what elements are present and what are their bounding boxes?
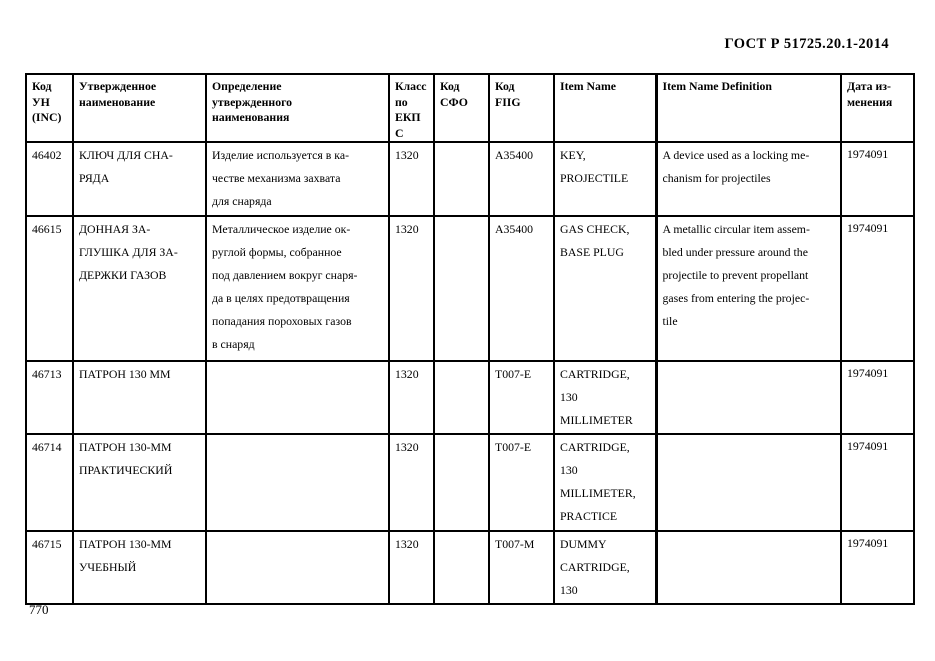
table-row: 46715 ПАТРОН 130-ММ УЧЕБНЫЙ 1320 T007-M … — [25, 530, 915, 605]
cell-item-name-definition: A metallic circular item assem- bled und… — [654, 215, 842, 362]
cell-ekps-class: 1320 — [388, 215, 435, 362]
cell-inc-code: 46715 — [25, 530, 74, 605]
cell-item-name: KEY, PROJECTILE — [553, 141, 657, 217]
table-row: 46714 ПАТРОН 130-ММ ПРАКТИЧЕСКИЙ 1320 T0… — [25, 433, 915, 532]
cell-fiig-code: T007-E — [488, 433, 555, 532]
table-row: 46402 КЛЮЧ ДЛЯ СНА- РЯДА Изделие использ… — [25, 141, 915, 217]
cell-item-name-definition — [654, 433, 842, 532]
cell-approved-name-definition: Изделие используется в ка- честве механи… — [205, 141, 390, 217]
cell-change-date: 1974091 — [840, 215, 915, 362]
cell-fiig-code: T007-E — [488, 360, 555, 435]
cell-ekps-class: 1320 — [388, 530, 435, 605]
cell-ekps-class: 1320 — [388, 360, 435, 435]
cell-inc-code: 46713 — [25, 360, 74, 435]
cell-approved-name: ПАТРОН 130-ММ ПРАКТИЧЕСКИЙ — [72, 433, 207, 532]
cell-approved-name: ПАТРОН 130-ММ УЧЕБНЫЙ — [72, 530, 207, 605]
cell-item-name: CARTRIDGE, 130 MILLIMETER — [553, 360, 657, 435]
cell-inc-code: 46615 — [25, 215, 74, 362]
cell-approved-name: ДОННАЯ ЗА- ГЛУШКА ДЛЯ ЗА- ДЕРЖКИ ГАЗОВ — [72, 215, 207, 362]
document-code-header: ГОСТ Р 51725.20.1-2014 — [724, 36, 889, 52]
cell-change-date: 1974091 — [840, 141, 915, 217]
cell-approved-name-definition — [205, 360, 390, 435]
cell-approved-name-definition — [205, 433, 390, 532]
cell-sfo-code — [433, 360, 490, 435]
table-row: 46713 ПАТРОН 130 ММ 1320 T007-E CARTRIDG… — [25, 360, 915, 435]
cell-sfo-code — [433, 530, 490, 605]
cell-approved-name-definition: Металлическое изделие ок- руглой формы, … — [205, 215, 390, 362]
cell-sfo-code — [433, 215, 490, 362]
table-row: 46615 ДОННАЯ ЗА- ГЛУШКА ДЛЯ ЗА- ДЕРЖКИ Г… — [25, 215, 915, 362]
cell-change-date: 1974091 — [840, 530, 915, 605]
cell-approved-name: КЛЮЧ ДЛЯ СНА- РЯДА — [72, 141, 207, 217]
cell-sfo-code — [433, 433, 490, 532]
column-header-item-name: Item Name — [553, 73, 657, 143]
cell-approved-name-definition — [205, 530, 390, 605]
column-header-inc: Код УН (INC) — [25, 73, 74, 143]
cell-inc-code: 46402 — [25, 141, 74, 217]
cell-item-name: CARTRIDGE, 130 MILLIMETER, PRACTICE — [553, 433, 657, 532]
column-header-change-date: Дата из- менения — [840, 73, 915, 143]
cell-fiig-code: A35400 — [488, 141, 555, 217]
cell-ekps-class: 1320 — [388, 433, 435, 532]
cell-change-date: 1974091 — [840, 360, 915, 435]
column-header-fiig-code: Код FIIG — [488, 73, 555, 143]
cell-fiig-code: A35400 — [488, 215, 555, 362]
cell-fiig-code: T007-M — [488, 530, 555, 605]
column-header-approved-name: Утвержденное наименование — [72, 73, 207, 143]
cell-item-name-definition: A device used as a locking me- chanism f… — [654, 141, 842, 217]
nomenclature-table: Код УН (INC) Утвержденное наименование О… — [25, 73, 915, 605]
cell-item-name: DUMMY CARTRIDGE, 130 — [553, 530, 657, 605]
column-header-sfo-code: Код СФО — [433, 73, 490, 143]
cell-change-date: 1974091 — [840, 433, 915, 532]
column-header-ekps-class: Класс по ЕКП С — [388, 73, 435, 143]
cell-inc-code: 46714 — [25, 433, 74, 532]
column-header-approved-name-definition: Определение утвержденного наименования — [205, 73, 390, 143]
page-number: 770 — [29, 602, 49, 617]
cell-item-name: GAS CHECK, BASE PLUG — [553, 215, 657, 362]
column-header-item-name-definition: Item Name Definition — [654, 73, 842, 143]
cell-item-name-definition — [654, 530, 842, 605]
cell-sfo-code — [433, 141, 490, 217]
cell-item-name-definition — [654, 360, 842, 435]
table-header-row: Код УН (INC) Утвержденное наименование О… — [25, 73, 915, 143]
cell-approved-name: ПАТРОН 130 ММ — [72, 360, 207, 435]
cell-ekps-class: 1320 — [388, 141, 435, 217]
